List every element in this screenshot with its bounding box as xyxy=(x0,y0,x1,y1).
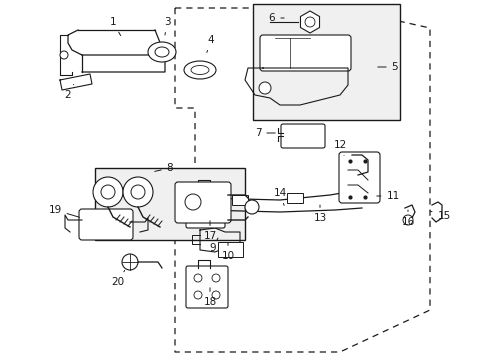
Bar xyxy=(218,242,243,257)
FancyBboxPatch shape xyxy=(175,182,230,223)
Text: 7: 7 xyxy=(254,128,275,138)
Text: 16: 16 xyxy=(401,210,414,227)
Circle shape xyxy=(244,200,259,214)
Text: 18: 18 xyxy=(203,288,216,307)
Circle shape xyxy=(194,291,202,299)
FancyBboxPatch shape xyxy=(79,209,133,240)
Text: 19: 19 xyxy=(48,205,79,217)
Circle shape xyxy=(212,274,220,282)
Bar xyxy=(286,193,303,203)
Ellipse shape xyxy=(148,42,176,62)
Text: 15: 15 xyxy=(429,211,450,221)
Circle shape xyxy=(193,214,201,222)
Ellipse shape xyxy=(191,66,208,75)
Circle shape xyxy=(305,17,314,27)
Text: 2: 2 xyxy=(64,85,74,100)
Circle shape xyxy=(194,274,202,282)
Text: 9: 9 xyxy=(209,238,218,253)
Text: 12: 12 xyxy=(333,140,346,156)
Text: 10: 10 xyxy=(221,243,234,261)
FancyBboxPatch shape xyxy=(260,35,350,71)
Ellipse shape xyxy=(183,61,216,79)
Circle shape xyxy=(60,51,68,59)
Bar xyxy=(231,195,247,205)
Circle shape xyxy=(122,254,138,270)
Text: 17: 17 xyxy=(203,221,216,241)
Text: 1: 1 xyxy=(109,17,121,36)
Text: 11: 11 xyxy=(376,191,399,201)
FancyBboxPatch shape xyxy=(281,124,325,148)
Text: 6: 6 xyxy=(268,13,284,23)
Text: 14: 14 xyxy=(273,188,286,205)
Circle shape xyxy=(212,291,220,299)
Bar xyxy=(252,4,399,120)
Circle shape xyxy=(123,177,153,207)
FancyBboxPatch shape xyxy=(185,186,224,228)
Circle shape xyxy=(193,194,201,202)
FancyBboxPatch shape xyxy=(185,266,227,308)
Text: 20: 20 xyxy=(111,270,124,287)
Circle shape xyxy=(184,194,201,210)
Ellipse shape xyxy=(155,47,169,57)
Text: 13: 13 xyxy=(313,205,326,223)
Circle shape xyxy=(131,185,145,199)
FancyBboxPatch shape xyxy=(338,152,379,203)
Text: 3: 3 xyxy=(163,17,170,35)
Bar xyxy=(95,168,244,240)
Circle shape xyxy=(93,177,123,207)
Circle shape xyxy=(101,185,115,199)
Text: 4: 4 xyxy=(206,35,214,52)
Circle shape xyxy=(210,194,219,202)
Circle shape xyxy=(259,82,270,94)
Circle shape xyxy=(402,215,412,225)
Text: 8: 8 xyxy=(154,163,173,173)
Text: 5: 5 xyxy=(377,62,398,72)
